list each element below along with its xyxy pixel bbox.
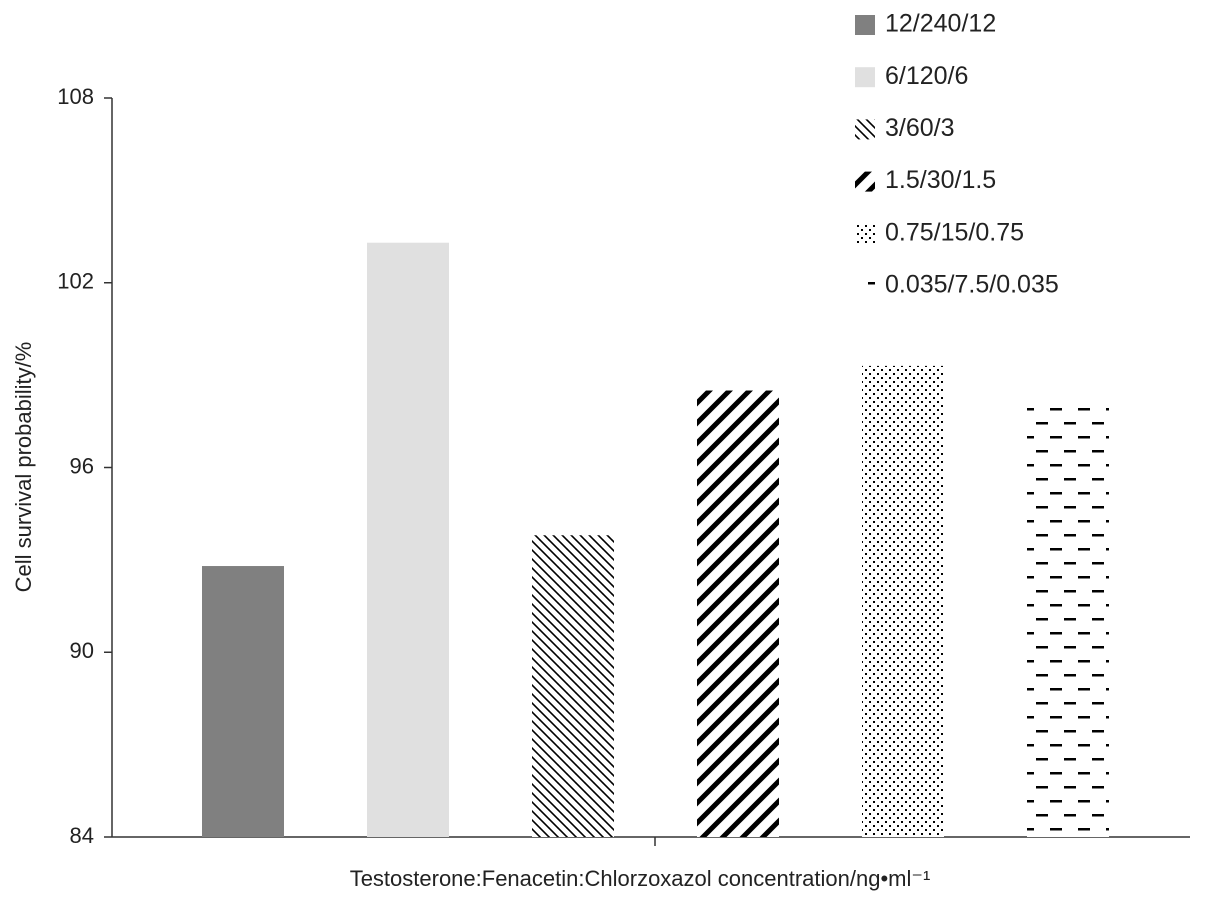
y-tick-label: 108 (57, 84, 94, 109)
legend-swatch (855, 276, 875, 296)
legend-swatch (855, 15, 875, 35)
bar (202, 566, 284, 837)
legend-label: 0.035/7.5/0.035 (885, 271, 1059, 299)
bar (862, 365, 944, 837)
legend-label: 3/60/3 (885, 114, 955, 142)
legend-swatch (855, 67, 875, 88)
bar (1027, 402, 1109, 837)
legend-label: 1.5/30/1.5 (885, 166, 996, 194)
y-tick-label: 102 (57, 269, 94, 294)
legend-swatch (855, 171, 875, 192)
x-axis-title: Testosterone:Fenacetin:Chlorzoxazol conc… (350, 866, 931, 891)
legend-swatch (855, 223, 875, 244)
y-tick-label: 96 (70, 453, 94, 478)
bar (367, 242, 449, 838)
legend-label: 0.75/15/0.75 (885, 218, 1024, 246)
legend-label: 12/240/12 (885, 10, 996, 38)
y-tick-label: 90 (70, 638, 94, 663)
legend-label: 6/120/6 (885, 62, 968, 90)
bar (697, 390, 779, 837)
y-axis-title: Cell survival probability/% (11, 342, 36, 593)
y-tick-label: 84 (70, 823, 94, 848)
bar (532, 535, 614, 837)
legend-swatch (855, 119, 875, 140)
